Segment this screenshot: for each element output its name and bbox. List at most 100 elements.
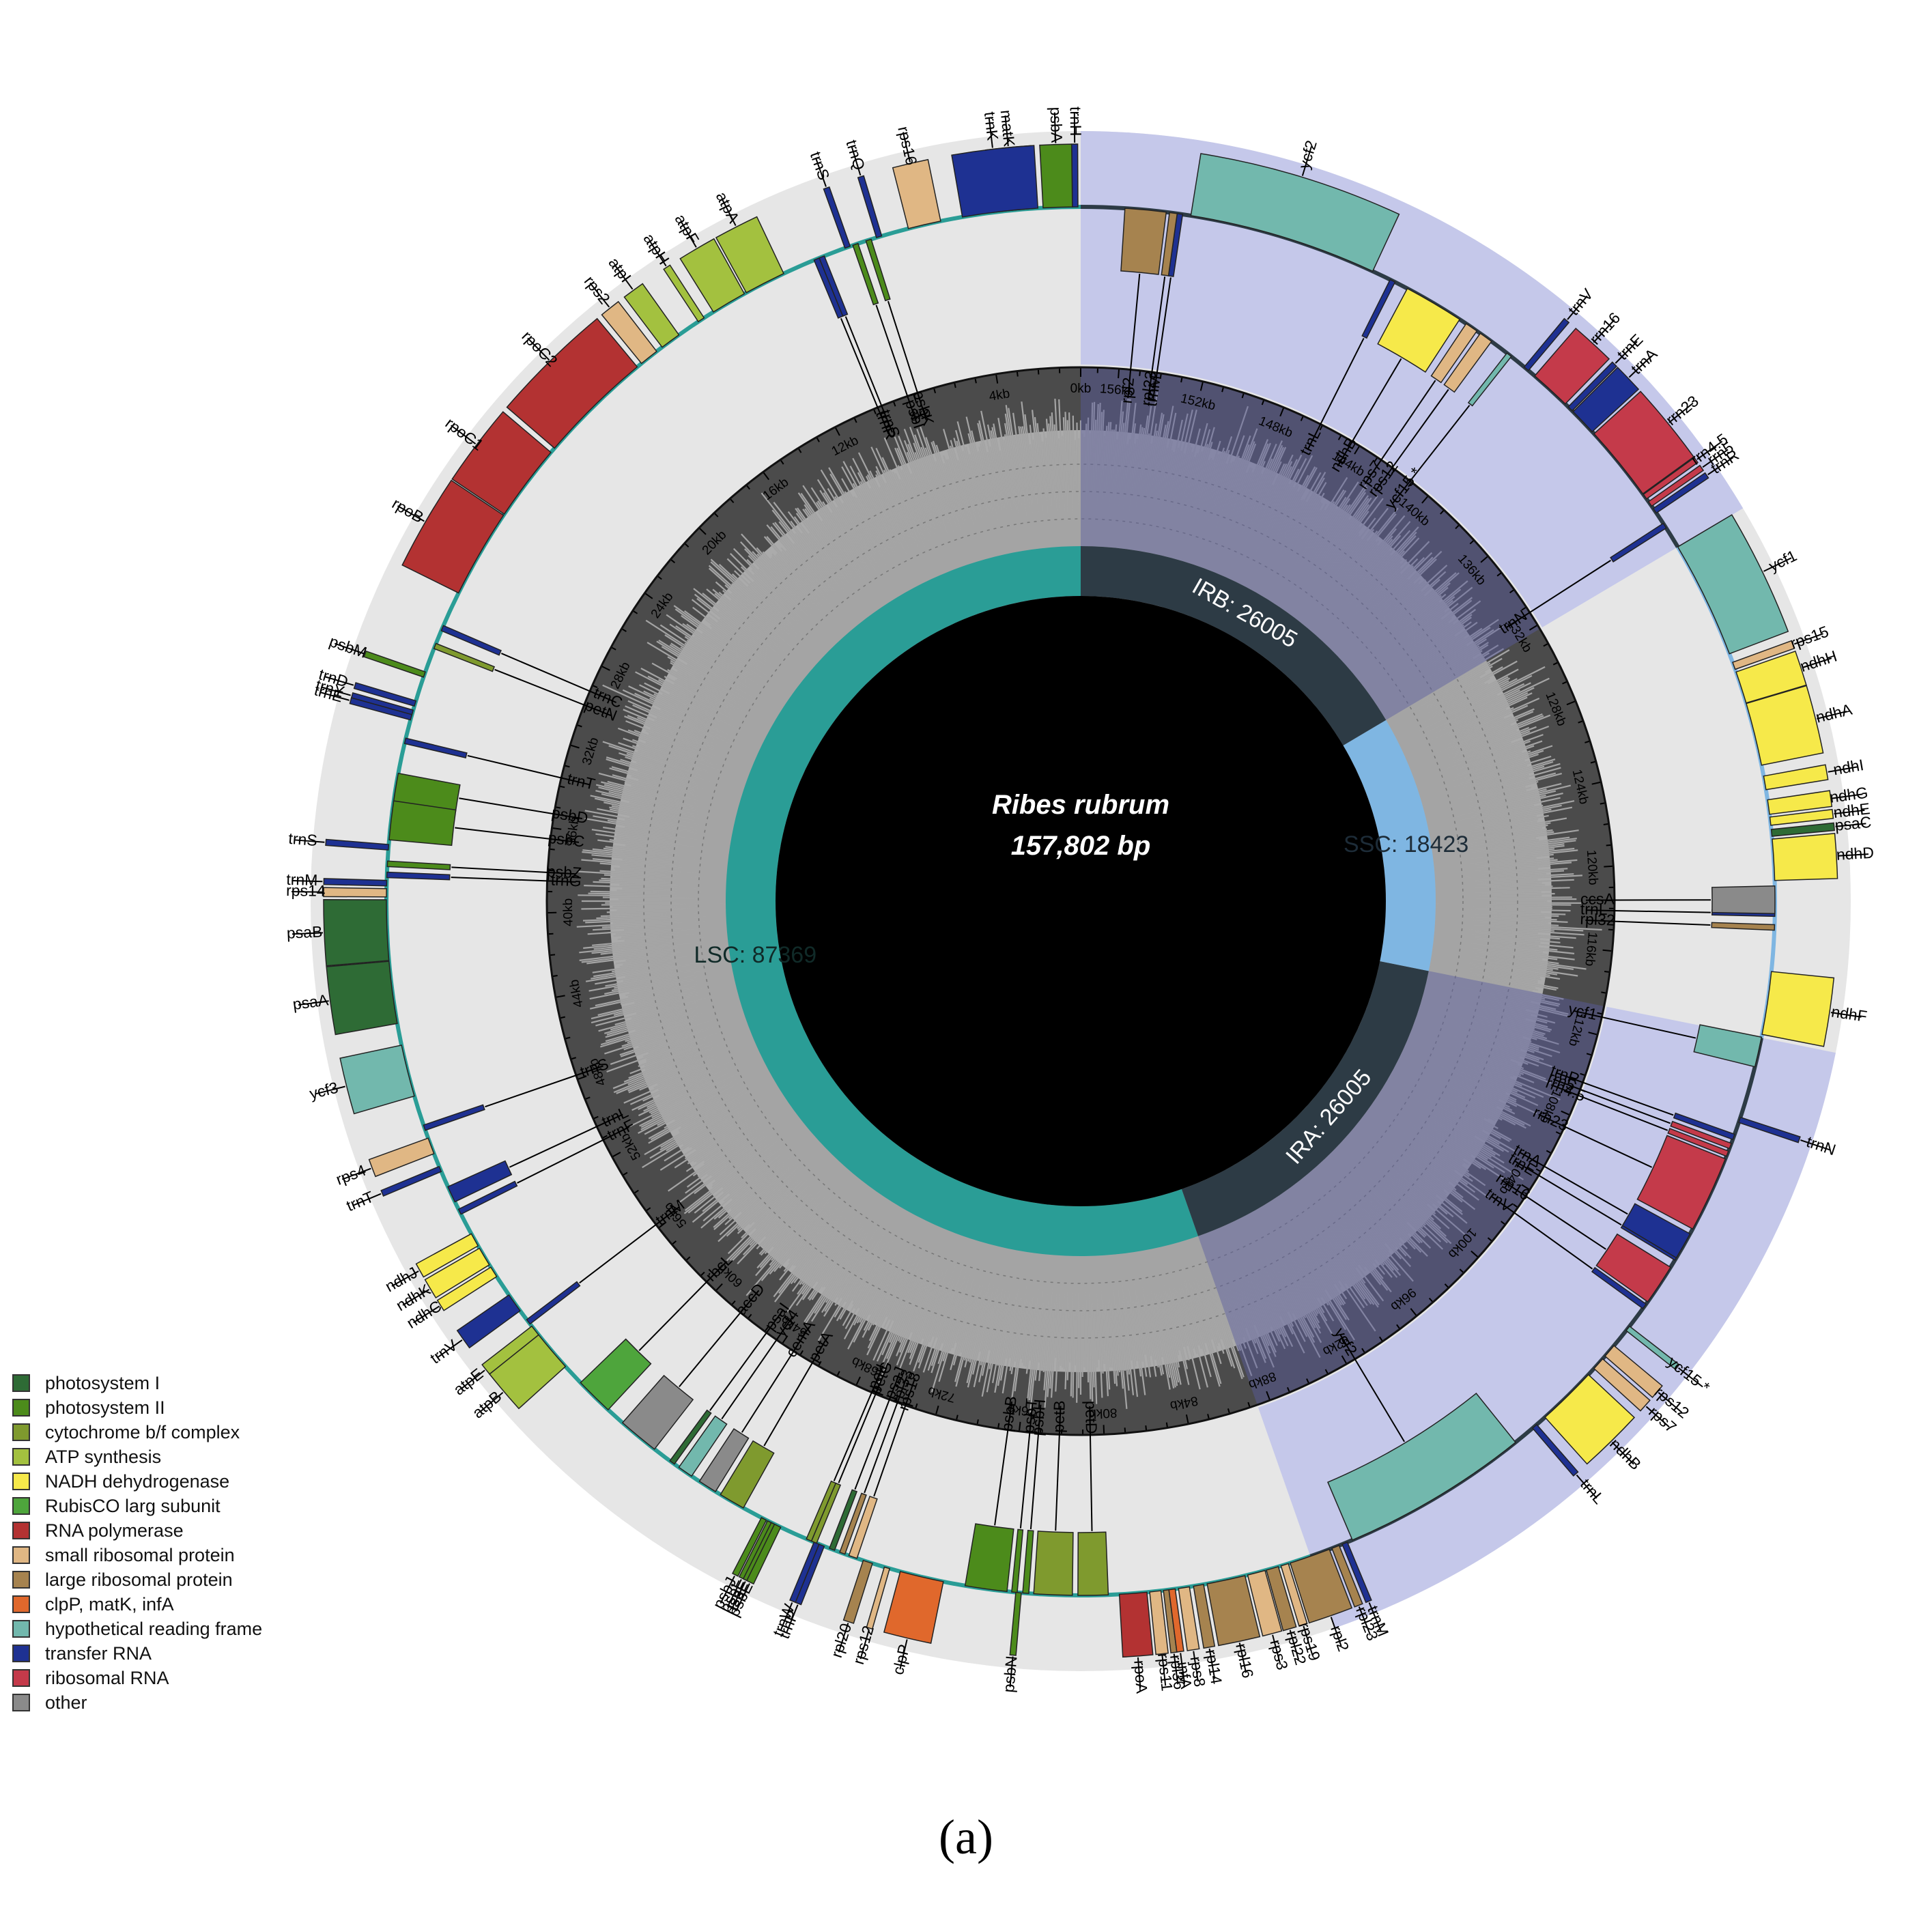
gene-block [1770, 822, 1835, 837]
gene-leader-line [1553, 1079, 1671, 1124]
gene-block [489, 1334, 567, 1410]
legend-label: RubisCO larg subunit [45, 1495, 221, 1516]
gene-label: psbN [999, 1655, 1021, 1694]
gene-leader-line [814, 157, 827, 187]
gene-leader-line [1802, 657, 1832, 668]
legend-label: ATP synthesis [45, 1446, 162, 1467]
gene-block [1763, 764, 1829, 791]
gene-block [852, 242, 879, 306]
gene-block [1567, 361, 1618, 412]
gene-leader-line [509, 1113, 623, 1168]
gene-block [1769, 808, 1834, 826]
gene-block [339, 1044, 415, 1115]
legend-item: RNA polymerase [12, 1518, 422, 1543]
gene-block [964, 1523, 1014, 1593]
gene-block [1033, 1531, 1074, 1596]
legend-label: small ribosomal protein [45, 1544, 235, 1565]
gene-leader-line [680, 220, 697, 248]
gene-block [401, 479, 505, 594]
gene-block [1544, 1374, 1636, 1465]
legend-swatch [12, 1694, 30, 1711]
gene-leader-line [887, 300, 927, 421]
gene-leader-line [833, 1365, 884, 1481]
legend-label: cytochrome b/f complex [45, 1421, 240, 1442]
gene-leader-line [1193, 1651, 1199, 1682]
gene-leader-line [838, 1367, 887, 1483]
gene-label-layer: trnHpsbAmatKtrnKrps16trnQpsbKpsbItrnStrn… [286, 106, 1875, 1694]
gene-block [363, 650, 426, 678]
legend-swatch [12, 1571, 30, 1589]
gene-block [1670, 1120, 1733, 1150]
gene-block [436, 1266, 498, 1311]
legend-item: cytochrome b/f complex [12, 1420, 422, 1445]
gene-leader-line [451, 866, 577, 875]
legend-swatch [12, 1522, 30, 1539]
gene-label: psbA [1047, 106, 1066, 143]
legend-item: ATP synthesis [12, 1445, 422, 1469]
gene-label: trnS [807, 150, 834, 182]
gene-block [1767, 790, 1833, 815]
gene-ring-layer [323, 143, 1838, 1658]
gc-guide-circle [643, 464, 1518, 1339]
gene-block [1735, 650, 1807, 704]
gene-leader-line [1793, 633, 1823, 645]
gene-leader-line [1830, 1012, 1862, 1018]
gene-block [1206, 1575, 1261, 1647]
gene-block [451, 411, 552, 515]
gene-block [1711, 885, 1776, 915]
gene-block [1280, 1563, 1308, 1627]
gene-block [1193, 1584, 1216, 1649]
gene-block [1022, 1529, 1034, 1594]
gene-label: rpoA [1131, 1660, 1151, 1694]
gene-block [1534, 327, 1610, 405]
gene-block [1120, 208, 1167, 275]
gene-leader-line [485, 1065, 603, 1108]
gene-leader-line [1180, 1653, 1186, 1684]
scale-label: 4kb [988, 386, 1011, 404]
gene-leader-line [1004, 115, 1009, 147]
baseline-irb [1081, 205, 1680, 548]
gene-block [1118, 1591, 1154, 1658]
gene-leader-line [838, 1623, 849, 1653]
gene-block [663, 264, 705, 323]
gene-leader-line [721, 1315, 794, 1420]
gene-label: infA [1174, 1661, 1195, 1690]
gene-block [1178, 1586, 1200, 1651]
gene-label: petD [1082, 1401, 1100, 1434]
gene-block [828, 1489, 858, 1551]
gene-leader-line [785, 1604, 799, 1634]
gene-block [1746, 685, 1824, 766]
gene-leader-line [1585, 909, 1711, 913]
gene-leader-line [1611, 1441, 1634, 1465]
gene-leader-line [851, 145, 862, 176]
gene-leader-line [741, 1326, 810, 1433]
gene-block [1039, 143, 1073, 209]
gene-leader-line [994, 1401, 1013, 1526]
gene-leader-line [1696, 440, 1723, 460]
gene-leader-line [1272, 1634, 1281, 1665]
gene-leader-line [988, 117, 993, 148]
gene-label: ycf1 [1766, 546, 1800, 575]
gene-leader-line [1330, 1617, 1342, 1647]
gc-ir-shading [1198, 971, 1604, 1405]
gene-leader-line [1307, 337, 1365, 451]
gene-block [1327, 1393, 1517, 1541]
gene-block [388, 800, 457, 847]
gene-label: ndhE [1832, 799, 1871, 821]
gene-block [349, 697, 413, 721]
gene-leader-line [1368, 1602, 1382, 1632]
gene-leader-line [864, 1375, 908, 1494]
gene-leader-line [298, 1000, 329, 1006]
gene-label: matK [997, 109, 1019, 148]
gene-block [823, 186, 851, 249]
gene-leader-line [1555, 1072, 1674, 1116]
gene-leader-line [1645, 1406, 1670, 1428]
gene-block [380, 1165, 442, 1197]
gene-leader-line [1303, 1625, 1313, 1656]
gene-leader-line [467, 754, 590, 786]
gene-label: ycf3 [308, 1079, 340, 1103]
gene-block [678, 1415, 728, 1477]
gene-label: trnL [1580, 900, 1608, 918]
gene-leader-line [1678, 1367, 1703, 1388]
gene-label: rpl36 [1167, 1654, 1189, 1691]
